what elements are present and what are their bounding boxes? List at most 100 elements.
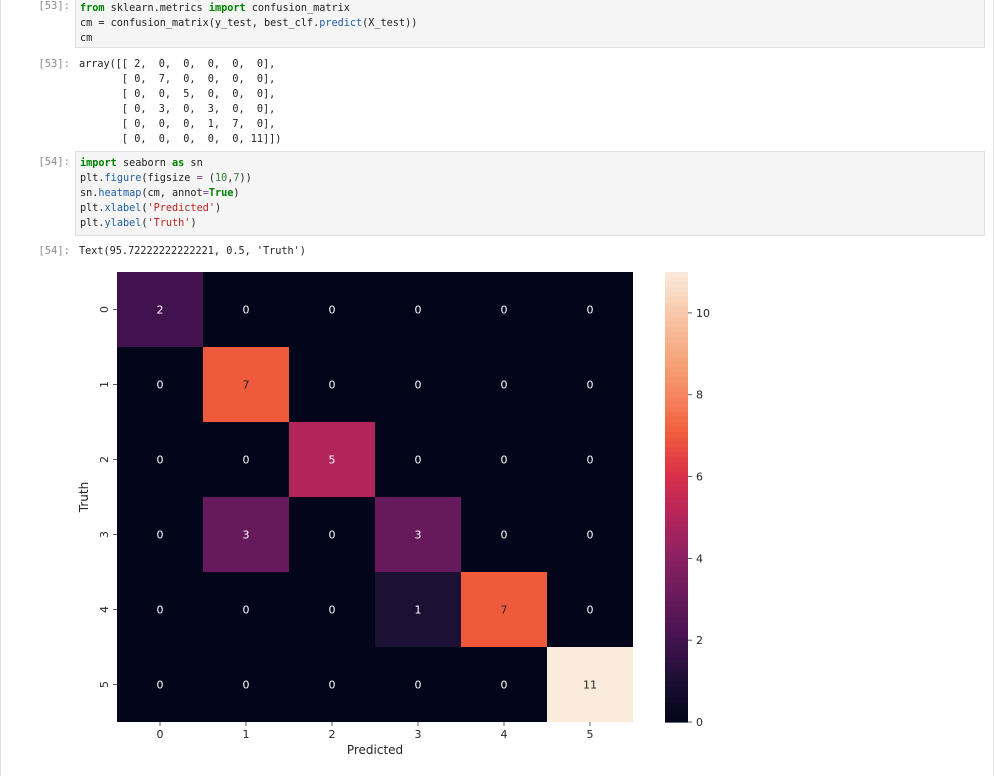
colorbar-segment xyxy=(665,617,688,623)
colorbar-segment xyxy=(665,327,688,333)
heatmap-cell xyxy=(203,572,289,647)
heatmap-cell xyxy=(547,497,633,572)
colorbar-segment xyxy=(665,627,688,633)
x-tick-label: 3 xyxy=(415,728,422,741)
colorbar-segment xyxy=(665,647,688,653)
colorbar-segment xyxy=(665,697,688,703)
colorbar-segment xyxy=(665,417,688,423)
array-line: array([[ 2, 0, 0, 0, 0, 0], xyxy=(79,59,276,70)
colorbar-segment xyxy=(665,612,688,618)
cell-annotation: 0 xyxy=(415,379,422,392)
operator: = xyxy=(196,173,203,184)
colorbar-tick-label: 8 xyxy=(696,389,703,402)
colorbar-segment xyxy=(665,532,688,538)
code-editor-53[interactable]: from sklearn.metrics import confusion_ma… xyxy=(76,0,984,46)
heatmap-cell xyxy=(117,572,203,647)
heatmap-cell xyxy=(289,572,375,647)
colorbar-segment xyxy=(665,562,688,568)
number-literal: 7 xyxy=(233,173,240,184)
colorbar-segment xyxy=(665,452,688,458)
colorbar-segment xyxy=(665,447,688,453)
heatmap-cell xyxy=(117,347,203,422)
colorbar-segment xyxy=(665,402,688,408)
colorbar-tick-label: 2 xyxy=(696,634,703,647)
colorbar-segment xyxy=(665,272,688,278)
cell-annotation: 7 xyxy=(501,604,508,617)
colorbar-segment xyxy=(665,307,688,313)
colorbar-tick-label: 0 xyxy=(696,716,703,729)
colorbar-segment xyxy=(665,707,688,713)
cell-annotation: 0 xyxy=(157,604,164,617)
colorbar-segment xyxy=(665,622,688,628)
keyword: as xyxy=(172,158,185,169)
colorbar-segment xyxy=(665,582,688,588)
heatmap-cell xyxy=(461,422,547,497)
code-text: ( xyxy=(202,173,215,184)
cell-annotation: 0 xyxy=(587,454,594,467)
heatmap-cell xyxy=(375,647,461,722)
cell-annotation: 0 xyxy=(329,304,336,317)
y-tick-label: 2 xyxy=(98,456,111,463)
string-literal: 'Predicted' xyxy=(147,203,215,214)
cell-annotation: 0 xyxy=(329,379,336,392)
cell-annotation: 0 xyxy=(587,604,594,617)
code-text: cm = confusion_matrix(y_test, best_clf. xyxy=(80,18,320,29)
cell-annotation: 0 xyxy=(587,304,594,317)
colorbar-segment xyxy=(665,717,688,723)
heatmap-cell xyxy=(547,272,633,347)
code-text: , xyxy=(227,173,234,184)
code-cell-53[interactable]: from sklearn.metrics import confusion_ma… xyxy=(75,0,985,48)
cell-annotation: 0 xyxy=(157,379,164,392)
code-editor-54[interactable]: import seaborn as sn plt.figure(figsize … xyxy=(76,152,984,231)
heatmap-cell xyxy=(547,347,633,422)
colorbar-segment xyxy=(665,442,688,448)
colorbar-segment xyxy=(665,462,688,468)
code-text: cm xyxy=(80,33,93,44)
heatmap-cell xyxy=(547,422,633,497)
colorbar-segment xyxy=(665,412,688,418)
colorbar-segment xyxy=(665,502,688,508)
code-text: sklearn.metrics xyxy=(104,3,209,14)
colorbar-segment xyxy=(665,572,688,578)
heatmap-cell xyxy=(117,272,203,347)
code-cell-54[interactable]: import seaborn as sn plt.figure(figsize … xyxy=(75,151,985,236)
code-text: ) xyxy=(214,203,222,214)
colorbar-segment xyxy=(665,692,688,698)
function-name: xlabel xyxy=(104,203,142,214)
colorbar-segment xyxy=(665,482,688,488)
cell-annotation: 0 xyxy=(157,454,164,467)
colorbar-segment xyxy=(665,357,688,363)
colorbar-segment xyxy=(665,392,688,398)
code-text: ( xyxy=(141,203,148,214)
cell-annotation: 0 xyxy=(415,304,422,317)
cell-annotation: 3 xyxy=(415,529,422,542)
colorbar-segment xyxy=(665,537,688,543)
cell-annotation: 5 xyxy=(329,454,336,467)
x-tick-label: 0 xyxy=(157,728,164,741)
colorbar-segment xyxy=(665,642,688,648)
cell-annotation: 0 xyxy=(157,679,164,692)
colorbar-segment xyxy=(665,387,688,393)
colorbar-segment xyxy=(665,422,688,428)
colorbar-segment xyxy=(665,527,688,533)
left-frame-border xyxy=(0,0,1,776)
heatmap-cell xyxy=(289,497,375,572)
heatmap-cell xyxy=(461,497,547,572)
heatmap-cell xyxy=(375,347,461,422)
colorbar-segment xyxy=(665,297,688,303)
colorbar-segment xyxy=(665,577,688,583)
colorbar-segment xyxy=(665,712,688,718)
heatmap-cell xyxy=(375,572,461,647)
heatmap-cell xyxy=(289,272,375,347)
colorbar-segment xyxy=(665,702,688,708)
code-text: plt. xyxy=(80,203,105,214)
heatmap-cell xyxy=(461,647,547,722)
string-literal: 'Truth' xyxy=(147,218,191,229)
x-tick-label: 1 xyxy=(243,728,250,741)
colorbar-segment xyxy=(665,557,688,563)
function-name: heatmap xyxy=(98,188,142,199)
colorbar-tick-label: 10 xyxy=(696,307,710,320)
colorbar-segment xyxy=(665,472,688,478)
y-tick-label: 0 xyxy=(98,306,111,313)
code-text: plt. xyxy=(80,173,105,184)
